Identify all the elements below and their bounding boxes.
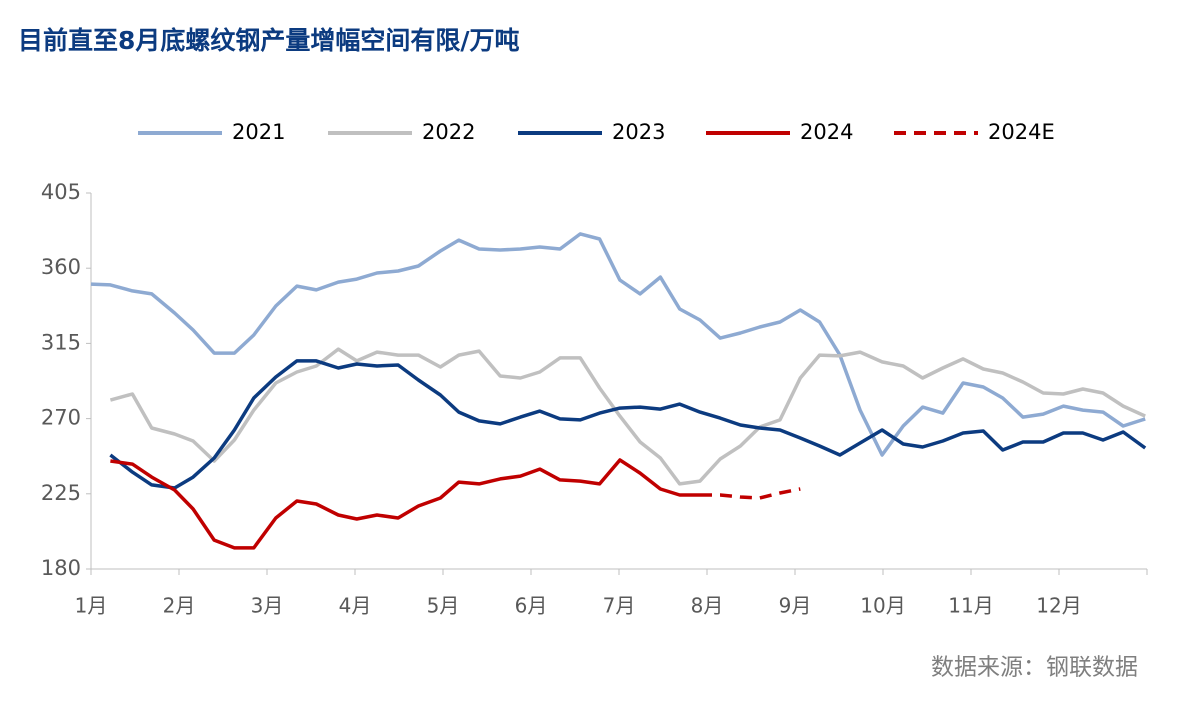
x-tick-label: 10月 [860,594,905,618]
legend-label: 2021 [232,120,285,144]
y-tick-label: 180 [41,556,81,580]
x-tick-label: 7月 [603,594,636,618]
legend-label: 2024 [800,120,853,144]
x-tick-label: 8月 [691,594,724,618]
series-line [109,359,1147,490]
series-line [90,232,1146,457]
legend-label: 2023 [612,120,665,144]
series-line [110,458,700,550]
y-tick-label: 360 [41,255,81,279]
x-tick-label: 11月 [948,594,993,618]
legend-label: 2024E [988,120,1055,144]
legend-label: 2022 [422,120,475,144]
x-tick-label: 9月 [779,594,812,618]
x-tick-label: 4月 [339,594,372,618]
y-tick-label: 225 [41,481,81,505]
series-line [109,347,1146,486]
chart-title: 目前直至8月底螺纹钢产量增幅空间有限/万吨 [18,26,520,55]
x-tick-label: 5月 [427,594,460,618]
y-tick-label: 315 [41,330,81,354]
x-tick-label: 6月 [515,594,548,618]
x-tick-label: 12月 [1036,594,1081,618]
y-tick-label: 405 [41,180,81,204]
series-line [700,487,801,500]
source-note: 数据来源：钢联数据 [931,655,1138,681]
y-tick-label: 270 [41,406,81,430]
x-tick-label: 2月 [163,594,196,618]
x-tick-label: 3月 [251,594,284,618]
x-tick-label: 1月 [75,594,108,618]
